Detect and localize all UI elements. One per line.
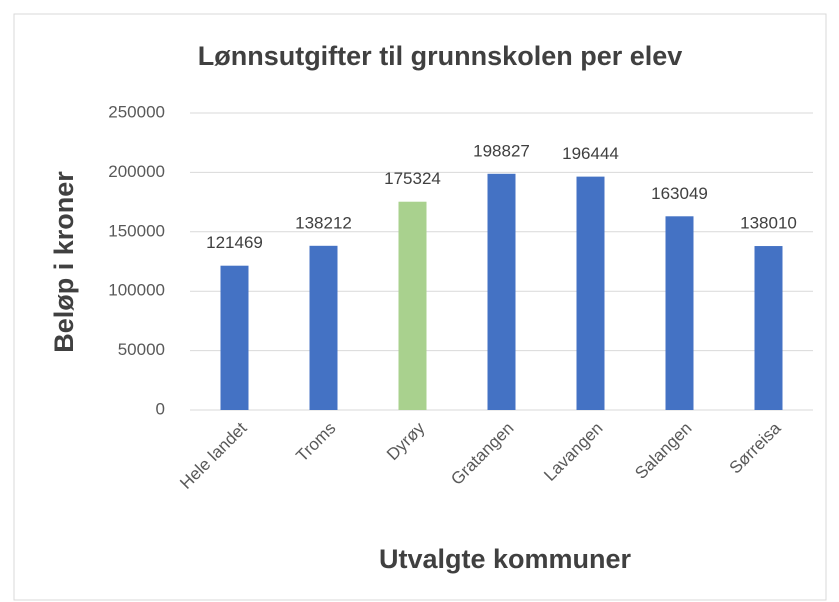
y-tick-label: 100000 xyxy=(108,281,165,300)
y-axis-label: Beløp i kroner xyxy=(49,171,79,353)
bar xyxy=(309,245,338,410)
data-label: 198827 xyxy=(473,141,530,160)
bar xyxy=(754,246,783,410)
data-label: 196444 xyxy=(562,144,619,163)
chart-title: Lønnsutgifter til grunnskolen per elev xyxy=(198,41,683,71)
data-label: 121469 xyxy=(206,233,263,252)
bar xyxy=(487,173,516,410)
x-axis-label: Utvalgte kommuner xyxy=(379,544,632,574)
bar xyxy=(576,176,605,410)
data-label: 138010 xyxy=(740,214,797,233)
y-tick-label: 200000 xyxy=(108,162,165,181)
bar xyxy=(220,265,249,410)
y-tick-label: 0 xyxy=(156,399,165,418)
bar xyxy=(398,201,427,410)
y-tick-label: 150000 xyxy=(108,221,165,240)
y-tick-label: 50000 xyxy=(118,340,165,359)
y-tick-label: 250000 xyxy=(108,102,165,121)
bar xyxy=(665,216,694,410)
data-label: 175324 xyxy=(384,169,441,188)
data-label: 138212 xyxy=(295,213,352,232)
data-label: 163049 xyxy=(651,184,708,203)
